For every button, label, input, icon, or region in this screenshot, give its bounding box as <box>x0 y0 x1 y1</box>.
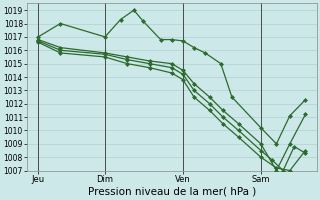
X-axis label: Pression niveau de la mer( hPa ): Pression niveau de la mer( hPa ) <box>88 187 256 197</box>
